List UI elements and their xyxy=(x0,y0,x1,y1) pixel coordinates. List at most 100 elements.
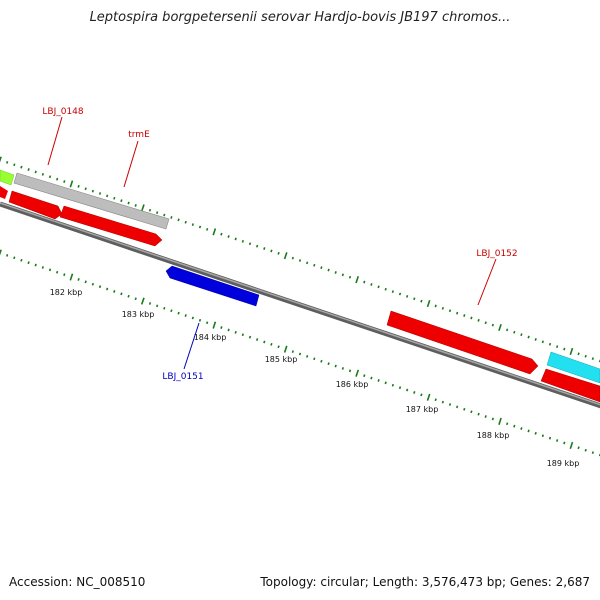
gene-red-right[interactable] xyxy=(540,368,600,403)
minor-tick xyxy=(256,244,259,248)
minor-tick xyxy=(548,342,552,346)
gene-cyan-feature[interactable] xyxy=(546,351,600,384)
leader-LBJ_0151 xyxy=(183,322,200,370)
forward-scale-ticks xyxy=(0,156,600,363)
minor-tick xyxy=(241,239,244,243)
minor-tick xyxy=(391,290,394,293)
major-tick xyxy=(283,252,288,260)
major-tick xyxy=(355,369,360,377)
minor-tick xyxy=(248,242,252,246)
minor-tick xyxy=(548,436,552,440)
minor-tick xyxy=(556,439,559,442)
minor-tick xyxy=(134,204,137,207)
minor-tick xyxy=(206,228,209,231)
minor-tick xyxy=(320,359,323,363)
minor-tick xyxy=(327,362,330,366)
minor-tick xyxy=(584,354,587,358)
gene-trmE[interactable] xyxy=(13,172,170,230)
minor-tick xyxy=(306,355,309,358)
minor-tick xyxy=(420,299,423,303)
minor-tick xyxy=(34,263,37,267)
gene-LBJ_0152[interactable] xyxy=(386,310,539,375)
minor-tick xyxy=(584,448,587,452)
minor-tick xyxy=(377,285,380,289)
minor-tick xyxy=(263,247,266,250)
minor-tick xyxy=(106,194,109,198)
minor-tick xyxy=(527,335,530,339)
minor-tick xyxy=(556,345,559,349)
major-tick xyxy=(569,347,574,355)
minor-tick xyxy=(377,379,380,382)
minor-tick xyxy=(234,330,237,334)
minor-tick xyxy=(391,383,394,387)
minor-tick xyxy=(120,292,123,296)
gene-LBJ_0148[interactable] xyxy=(8,190,63,220)
minor-tick xyxy=(263,340,266,344)
minor-tick xyxy=(470,410,473,414)
minor-tick xyxy=(113,290,116,293)
genes xyxy=(0,169,600,403)
minor-tick xyxy=(434,304,437,308)
gene-green-feature[interactable] xyxy=(0,169,15,186)
minor-tick xyxy=(563,347,566,351)
gene-LBJ_0151[interactable] xyxy=(165,265,260,307)
minor-tick xyxy=(577,352,580,356)
minor-tick xyxy=(227,235,230,238)
minor-tick xyxy=(298,259,302,262)
minor-tick xyxy=(420,393,423,397)
major-tick xyxy=(0,249,2,256)
minor-tick xyxy=(477,412,480,416)
major-tick xyxy=(140,204,145,212)
minor-tick xyxy=(156,211,159,215)
minor-tick xyxy=(206,321,209,325)
minor-tick xyxy=(6,161,9,164)
map-title: Leptospira borgpetersenii serovar Hardjo… xyxy=(89,10,511,25)
minor-tick xyxy=(413,297,416,301)
minor-tick xyxy=(163,213,166,217)
minor-tick xyxy=(6,254,9,257)
minor-tick xyxy=(477,318,480,322)
label-LBJ_0152[interactable]: LBJ_0152 xyxy=(476,249,517,259)
minor-tick xyxy=(77,278,80,281)
tick-label-184: 184 kbp xyxy=(194,333,227,342)
minor-tick xyxy=(163,306,166,310)
minor-tick xyxy=(506,422,509,426)
genome-summary: Topology: circular; Length: 3,576,473 bp… xyxy=(260,575,590,589)
minor-tick xyxy=(227,328,230,332)
major-tick xyxy=(140,297,145,305)
minor-tick xyxy=(191,316,194,320)
major-tick xyxy=(498,323,502,332)
minor-tick xyxy=(456,405,459,409)
minor-tick xyxy=(313,263,316,267)
minor-tick xyxy=(41,266,44,269)
tick-label-186: 186 kbp xyxy=(336,380,369,389)
minor-tick xyxy=(184,314,187,317)
minor-tick xyxy=(98,285,102,289)
gene-red-arrow[interactable] xyxy=(59,205,163,247)
minor-tick xyxy=(198,225,202,229)
label-LBJ_0148[interactable]: LBJ_0148 xyxy=(42,107,84,117)
leader-trmE xyxy=(123,140,139,188)
minor-tick xyxy=(134,297,137,301)
minor-tick xyxy=(441,400,444,404)
minor-tick xyxy=(91,189,94,193)
minor-tick xyxy=(363,374,366,378)
minor-tick xyxy=(156,304,159,308)
leader-LBJ_0148 xyxy=(47,116,63,166)
minor-tick xyxy=(298,352,302,356)
minor-tick xyxy=(370,376,373,380)
leader-LBJ_0152 xyxy=(477,258,497,306)
tick-label-187: 187 kbp xyxy=(406,405,439,414)
minor-tick xyxy=(148,208,152,212)
minor-tick xyxy=(413,391,416,394)
minor-tick xyxy=(577,446,580,450)
label-trmE[interactable]: trmE xyxy=(128,130,150,140)
minor-tick xyxy=(277,345,280,349)
major-tick xyxy=(69,273,74,281)
gene-red-edge[interactable] xyxy=(0,186,8,199)
backbone xyxy=(0,201,600,409)
major-tick xyxy=(212,321,217,329)
minor-tick xyxy=(120,199,123,203)
label-LBJ_0151[interactable]: LBJ_0151 xyxy=(162,372,203,382)
